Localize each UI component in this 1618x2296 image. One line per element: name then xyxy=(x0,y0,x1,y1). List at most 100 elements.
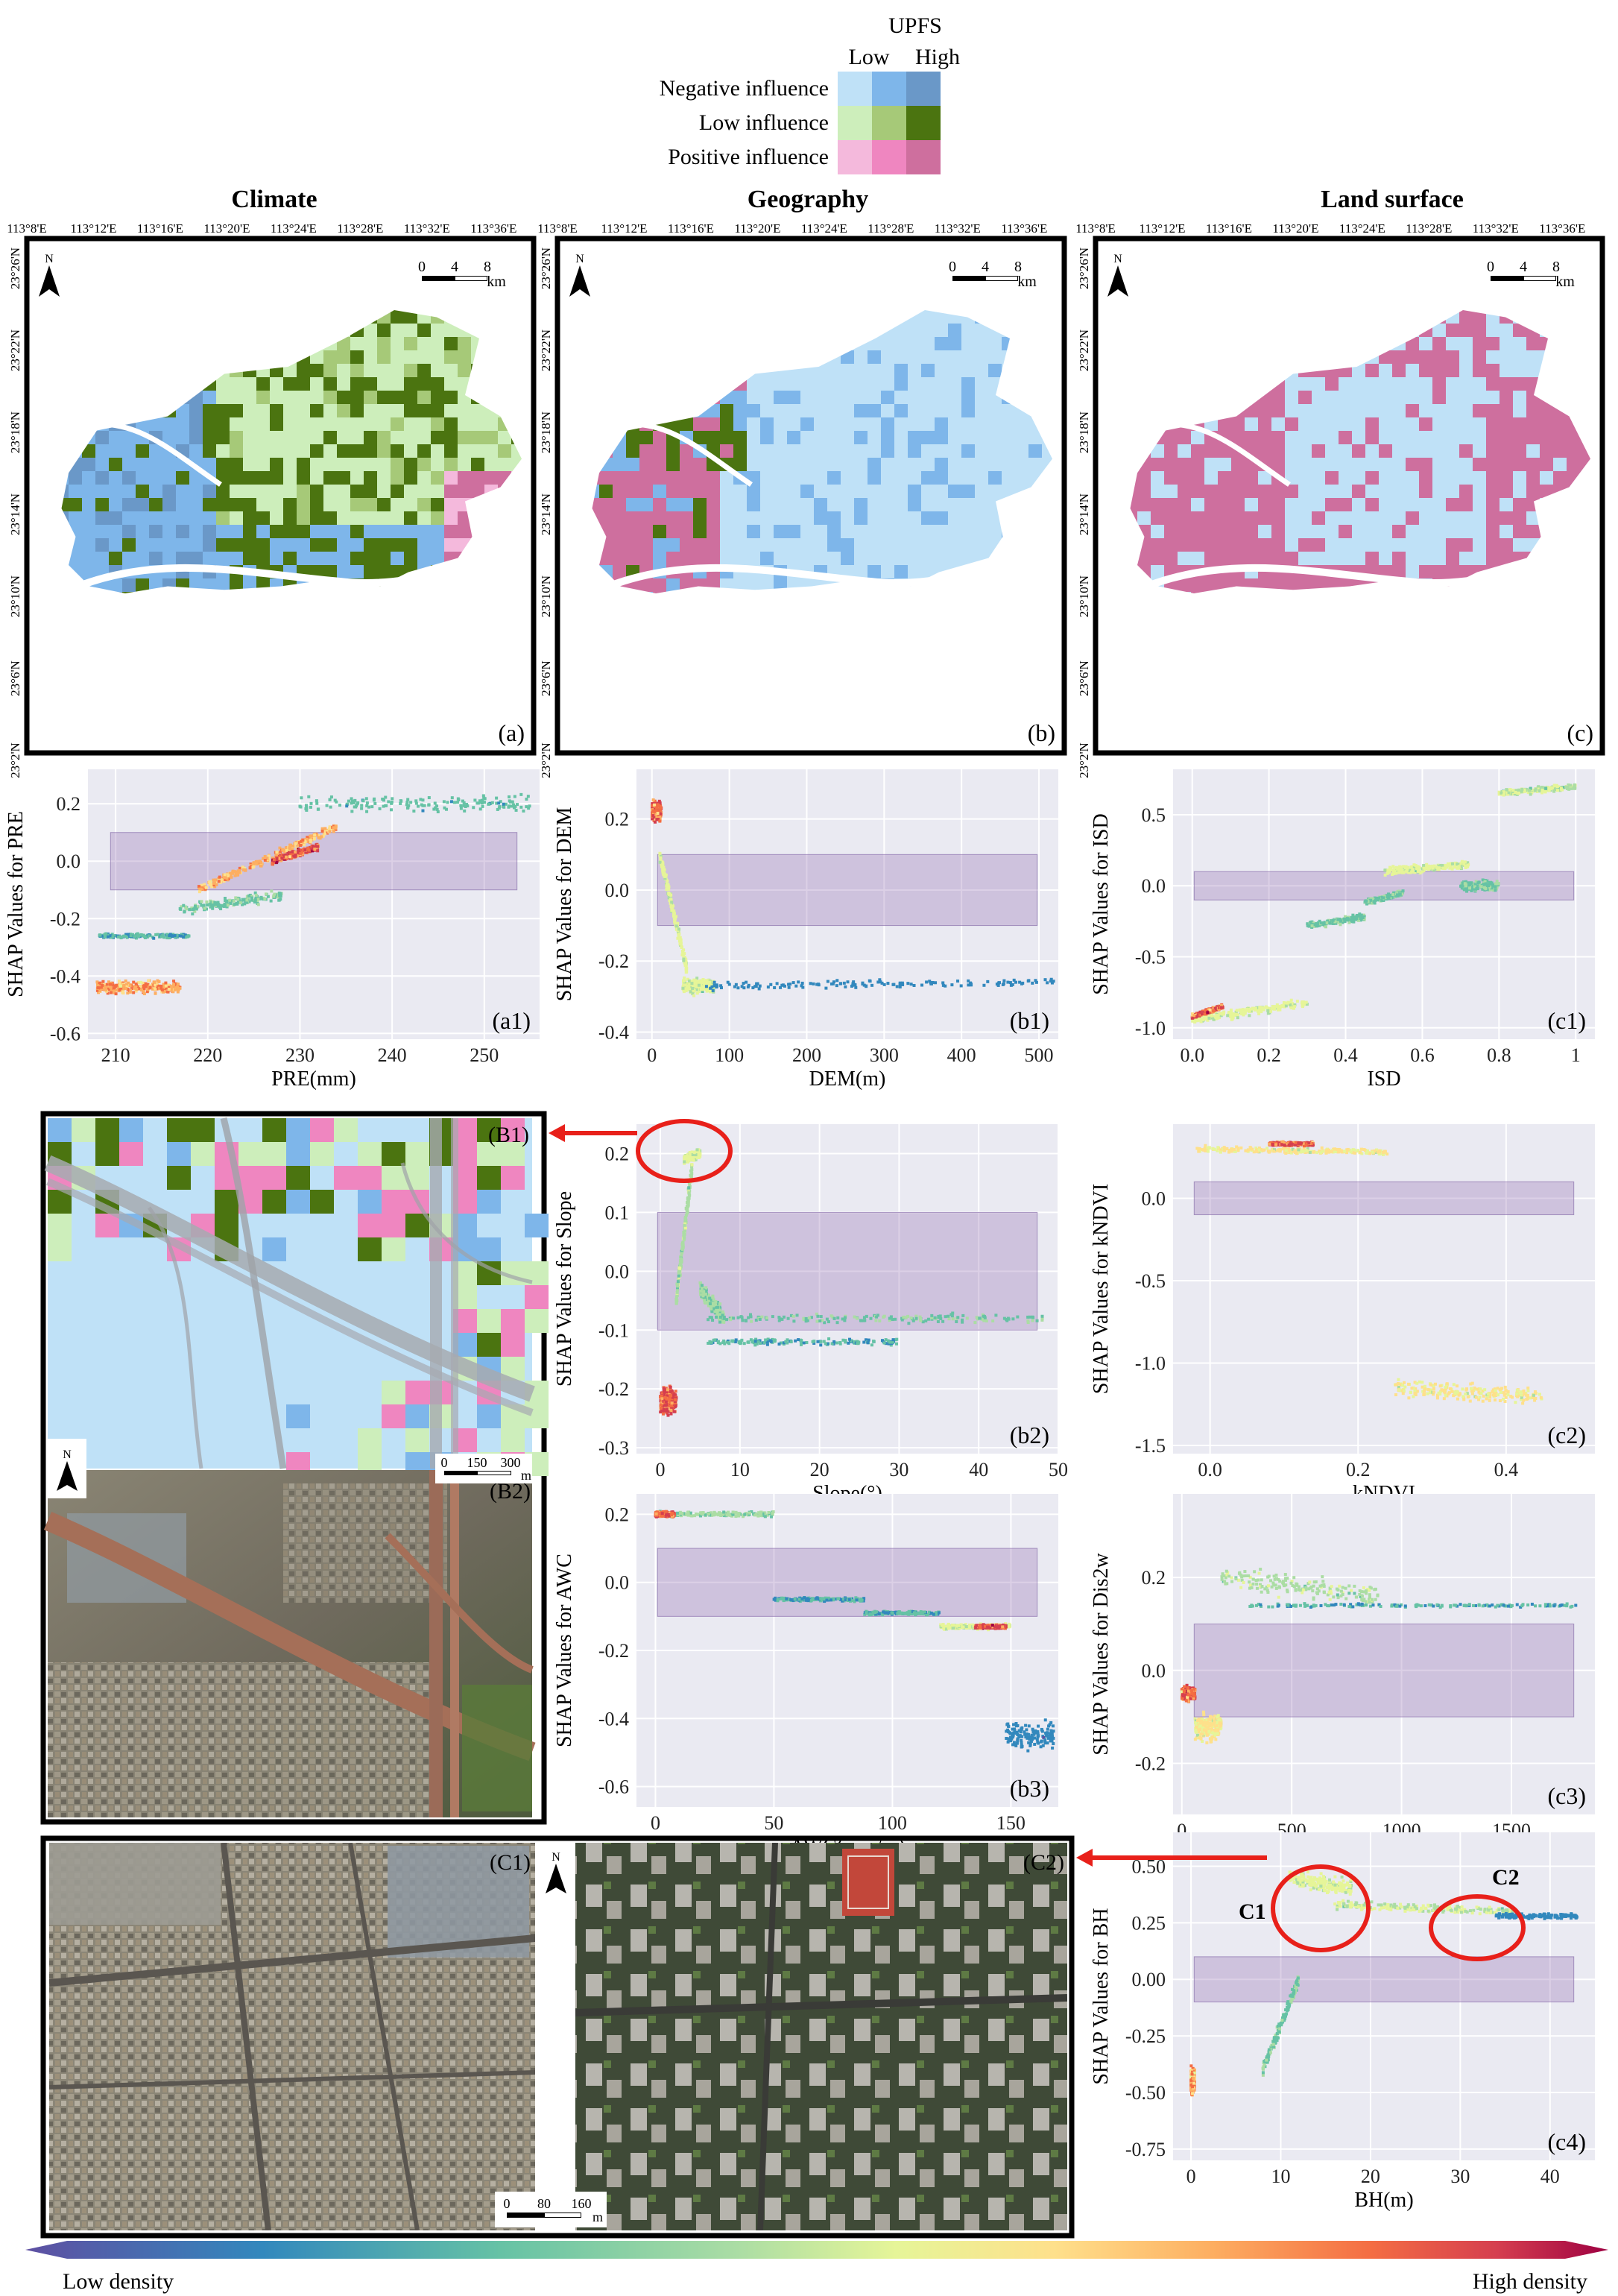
scale-label: 8 xyxy=(484,259,491,275)
map-cell xyxy=(162,417,176,431)
data-point xyxy=(203,906,206,910)
map-cell xyxy=(680,458,693,471)
map-cell xyxy=(827,552,841,565)
data-point xyxy=(288,844,292,848)
lat-tick-label: 23°6'N xyxy=(8,660,22,696)
map-cell xyxy=(1258,404,1271,417)
map-cell xyxy=(868,444,881,458)
data-point xyxy=(205,900,209,903)
map-cell xyxy=(1164,538,1178,552)
data-point xyxy=(218,903,222,907)
map-cell xyxy=(323,404,337,417)
map-cell xyxy=(841,538,854,552)
map-cell xyxy=(841,458,854,471)
map-cell xyxy=(391,377,404,391)
map-cell xyxy=(1298,431,1312,444)
map-cell xyxy=(1298,552,1312,565)
map-cell xyxy=(149,485,162,498)
scale-label: 8 xyxy=(1552,259,1560,275)
map-cell xyxy=(1526,431,1540,444)
map-cell xyxy=(417,444,431,458)
map-cell xyxy=(1312,431,1325,444)
map-cell xyxy=(1432,444,1446,458)
map-cell xyxy=(1285,498,1298,511)
map-cell xyxy=(1271,391,1285,404)
map-cell xyxy=(444,417,458,431)
map-cell xyxy=(653,552,666,565)
data-point xyxy=(258,860,262,863)
data-point xyxy=(98,933,102,937)
map-cell xyxy=(948,498,961,511)
map-cell xyxy=(1446,511,1459,525)
map-cell xyxy=(471,404,484,417)
map-cell xyxy=(323,350,337,364)
map-cell xyxy=(95,552,109,565)
map-cell xyxy=(283,485,297,498)
river-branch xyxy=(86,421,222,487)
map-cell xyxy=(908,364,921,377)
map-cell xyxy=(626,511,639,525)
map-cell xyxy=(1459,471,1473,485)
data-point xyxy=(323,827,327,830)
map-cell xyxy=(391,538,404,552)
map-cell xyxy=(203,511,216,525)
data-point xyxy=(294,842,297,845)
data-point xyxy=(301,838,305,842)
map-cell xyxy=(484,417,498,431)
map-cell xyxy=(747,498,760,511)
data-point xyxy=(263,854,267,858)
map-cell xyxy=(136,525,149,538)
data-point xyxy=(164,981,168,985)
map-cell xyxy=(283,364,297,377)
map-cell xyxy=(774,552,787,565)
map-cell xyxy=(243,377,256,391)
map-cell xyxy=(297,458,310,471)
map-cell xyxy=(800,404,814,417)
map-cell xyxy=(787,404,800,417)
map-cell xyxy=(1392,552,1406,565)
map-cell xyxy=(921,310,935,324)
map-cell xyxy=(747,485,760,498)
map-cell xyxy=(774,498,787,511)
map-cell xyxy=(1298,538,1312,552)
map-cell xyxy=(707,538,720,552)
map-cell xyxy=(1352,458,1365,471)
map-cell xyxy=(1178,458,1191,471)
map-cell xyxy=(787,431,800,444)
map-cell xyxy=(693,538,707,552)
lon-tick-label: 113°36'E xyxy=(1539,221,1585,236)
map-cell xyxy=(935,431,948,444)
lat-tick-label: 23°10'N xyxy=(1077,575,1091,617)
map-cell xyxy=(270,458,283,471)
map-cell xyxy=(868,485,881,498)
plot-area xyxy=(88,769,540,1039)
map-cell xyxy=(908,552,921,565)
map-cell xyxy=(666,471,680,485)
map-cell xyxy=(908,417,921,431)
map-cell xyxy=(1473,538,1486,552)
map-cell xyxy=(1379,458,1392,471)
data-point xyxy=(108,983,112,986)
lon-tick-label: 113°16'E xyxy=(1206,221,1252,236)
map-cell xyxy=(297,364,310,377)
map-cell xyxy=(1352,471,1365,485)
data-point xyxy=(284,846,288,850)
map-cell xyxy=(1325,498,1339,511)
data-point xyxy=(112,989,116,993)
map-cell xyxy=(297,511,310,525)
map-cell xyxy=(270,471,283,485)
map-cell xyxy=(1473,511,1486,525)
map-cell xyxy=(1432,337,1446,350)
map-cell xyxy=(1285,404,1298,417)
map-cell xyxy=(1392,431,1406,444)
map-cell xyxy=(323,364,337,377)
map-cell xyxy=(1446,552,1459,565)
map-cell xyxy=(1245,552,1258,565)
map-cell xyxy=(1339,431,1352,444)
map-cell xyxy=(787,444,800,458)
map-cell xyxy=(377,498,391,511)
data-point xyxy=(256,903,260,906)
map-cell xyxy=(626,552,639,565)
map-cell xyxy=(948,377,961,391)
map-cell xyxy=(1486,511,1500,525)
